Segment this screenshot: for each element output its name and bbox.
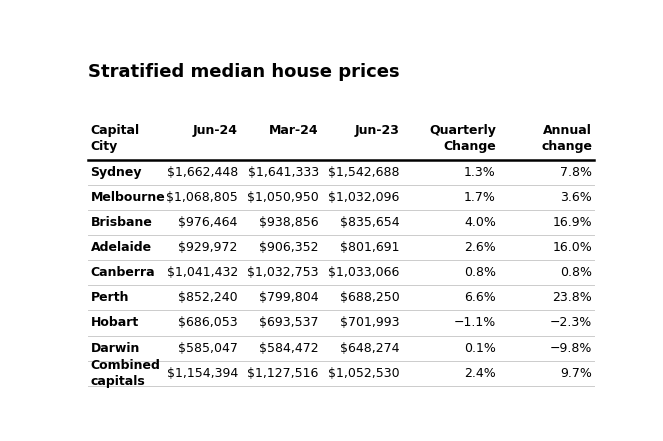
Text: Canberra: Canberra xyxy=(91,266,155,279)
Text: Melbourne: Melbourne xyxy=(91,191,165,204)
Text: 0.8%: 0.8% xyxy=(560,266,592,279)
Text: 1.7%: 1.7% xyxy=(464,191,496,204)
Text: Quarterly
Change: Quarterly Change xyxy=(429,124,496,153)
Text: 16.9%: 16.9% xyxy=(552,216,592,229)
Text: Darwin: Darwin xyxy=(91,342,140,355)
Text: Jun-23: Jun-23 xyxy=(355,124,400,137)
Text: Annual
change: Annual change xyxy=(541,124,592,153)
Text: 9.7%: 9.7% xyxy=(560,366,592,380)
Text: $686,053: $686,053 xyxy=(178,317,238,329)
Text: $852,240: $852,240 xyxy=(178,292,238,304)
Text: $701,993: $701,993 xyxy=(340,317,400,329)
Text: Hobart: Hobart xyxy=(91,317,139,329)
Text: $1,050,950: $1,050,950 xyxy=(247,191,319,204)
Text: $1,032,096: $1,032,096 xyxy=(328,191,400,204)
Text: Brisbane: Brisbane xyxy=(91,216,152,229)
Text: $906,352: $906,352 xyxy=(259,241,319,254)
Text: $688,250: $688,250 xyxy=(340,292,400,304)
Text: 2.4%: 2.4% xyxy=(464,366,496,380)
Text: 0.1%: 0.1% xyxy=(464,342,496,355)
Text: 23.8%: 23.8% xyxy=(552,292,592,304)
Text: Jun-24: Jun-24 xyxy=(193,124,238,137)
Text: 1.3%: 1.3% xyxy=(464,166,496,179)
Text: $585,047: $585,047 xyxy=(178,342,238,355)
Text: $1,033,066: $1,033,066 xyxy=(328,266,400,279)
Text: $1,041,432: $1,041,432 xyxy=(166,266,238,279)
Text: Stratified median house prices: Stratified median house prices xyxy=(88,63,400,81)
Text: $1,032,753: $1,032,753 xyxy=(247,266,319,279)
Text: −1.1%: −1.1% xyxy=(453,317,496,329)
Text: 16.0%: 16.0% xyxy=(552,241,592,254)
Text: 2.6%: 2.6% xyxy=(464,241,496,254)
Text: $835,654: $835,654 xyxy=(340,216,400,229)
Text: Mar-24: Mar-24 xyxy=(269,124,319,137)
Text: $1,068,805: $1,068,805 xyxy=(166,191,238,204)
Text: $1,154,394: $1,154,394 xyxy=(166,366,238,380)
Text: −9.8%: −9.8% xyxy=(550,342,592,355)
Text: $1,641,333: $1,641,333 xyxy=(248,166,319,179)
Text: Perth: Perth xyxy=(91,292,129,304)
Text: Adelaide: Adelaide xyxy=(91,241,152,254)
Text: Capital
City: Capital City xyxy=(91,124,140,153)
Text: 6.6%: 6.6% xyxy=(464,292,496,304)
Text: 3.6%: 3.6% xyxy=(560,191,592,204)
Text: $976,464: $976,464 xyxy=(178,216,238,229)
Text: $1,052,530: $1,052,530 xyxy=(328,366,400,380)
Text: $938,856: $938,856 xyxy=(259,216,319,229)
Text: $929,972: $929,972 xyxy=(178,241,238,254)
Text: $1,127,516: $1,127,516 xyxy=(247,366,319,380)
Text: $693,537: $693,537 xyxy=(259,317,319,329)
Text: $584,472: $584,472 xyxy=(259,342,319,355)
Text: 7.8%: 7.8% xyxy=(560,166,592,179)
Text: $1,662,448: $1,662,448 xyxy=(166,166,238,179)
Text: 0.8%: 0.8% xyxy=(464,266,496,279)
Text: $1,542,688: $1,542,688 xyxy=(328,166,400,179)
Text: Sydney: Sydney xyxy=(91,166,142,179)
Text: $801,691: $801,691 xyxy=(340,241,400,254)
Text: 4.0%: 4.0% xyxy=(464,216,496,229)
Text: $648,274: $648,274 xyxy=(340,342,400,355)
Text: $799,804: $799,804 xyxy=(259,292,319,304)
Text: Combined
capitals: Combined capitals xyxy=(91,359,160,388)
Text: −2.3%: −2.3% xyxy=(550,317,592,329)
